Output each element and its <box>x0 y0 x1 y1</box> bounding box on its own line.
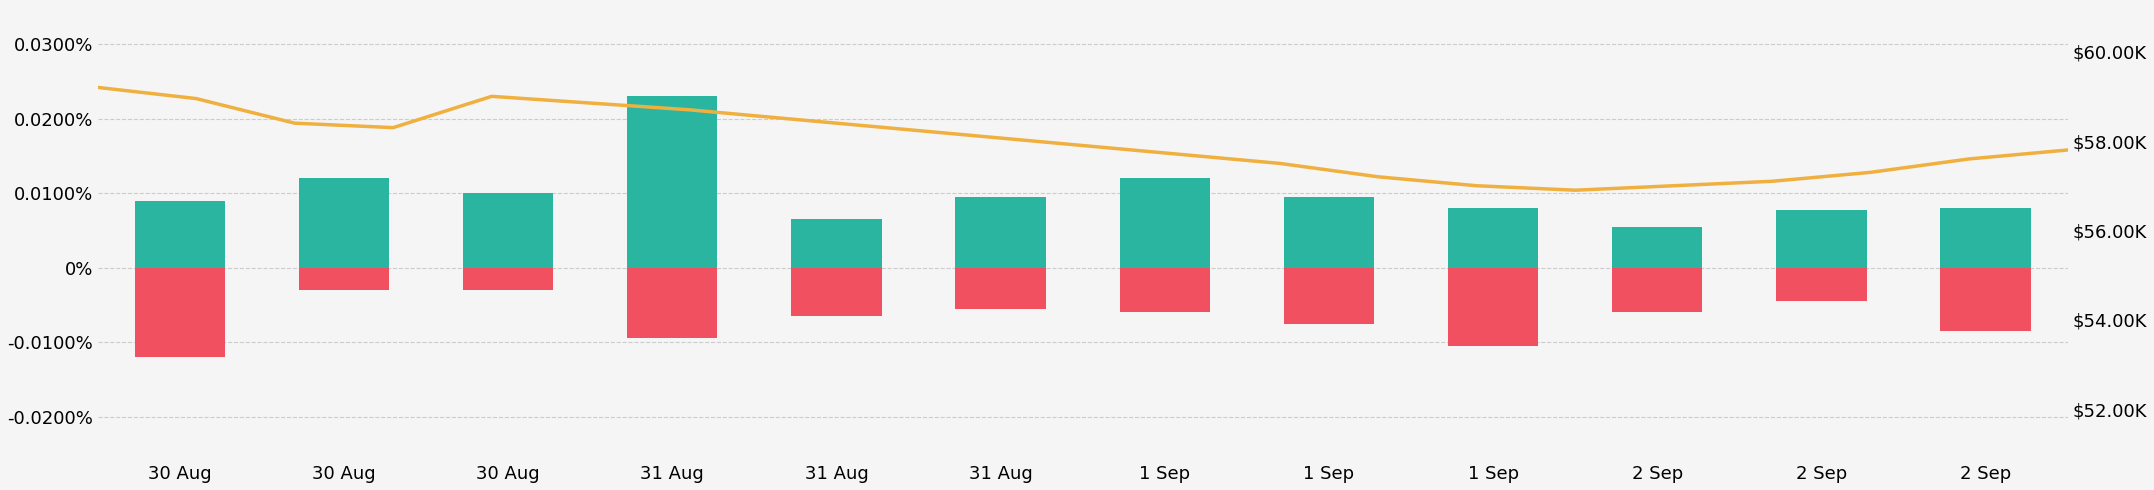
Bar <box>1611 227 1702 268</box>
Bar <box>134 268 224 357</box>
Bar <box>1284 197 1374 268</box>
Bar <box>1777 210 1868 268</box>
Bar <box>1120 268 1211 313</box>
Bar <box>299 178 390 268</box>
Bar <box>1777 268 1868 301</box>
Bar <box>956 197 1045 268</box>
Bar <box>1284 268 1374 323</box>
Bar <box>134 200 224 268</box>
Bar <box>1447 208 1538 268</box>
Bar <box>463 193 554 268</box>
Bar <box>1941 208 2031 268</box>
Bar <box>791 268 881 316</box>
Bar <box>1941 268 2031 331</box>
Bar <box>299 268 390 290</box>
Bar <box>956 268 1045 309</box>
Bar <box>627 97 717 268</box>
Bar <box>627 268 717 339</box>
Bar <box>1120 178 1211 268</box>
Bar <box>463 268 554 290</box>
Bar <box>1447 268 1538 346</box>
Bar <box>1611 268 1702 313</box>
Bar <box>791 219 881 268</box>
